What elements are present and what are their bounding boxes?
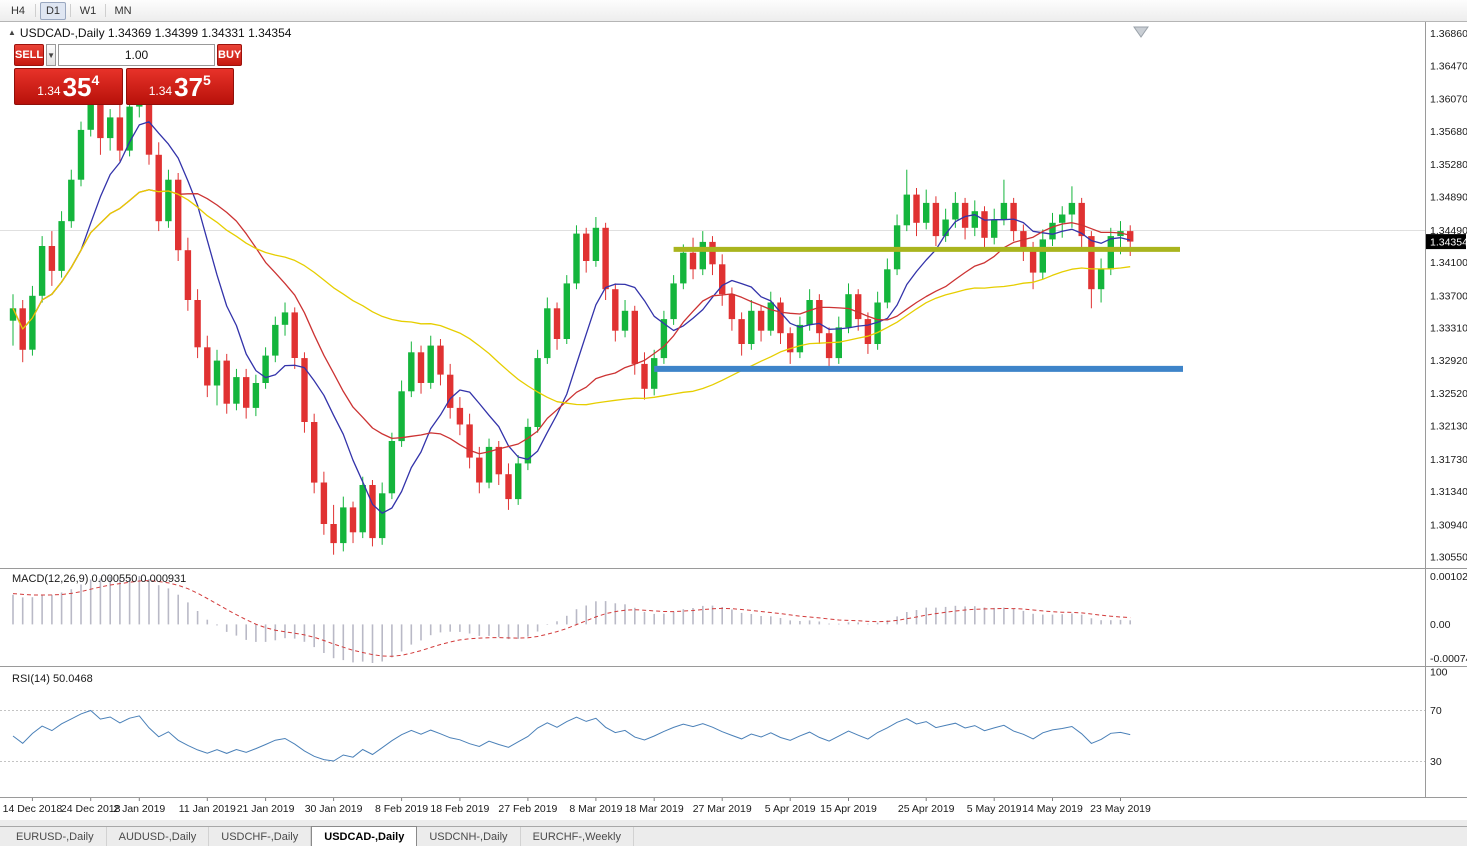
toolbar-separator	[70, 4, 71, 17]
buy-button[interactable]: BUY	[217, 44, 243, 66]
toolbar-separator	[105, 4, 106, 17]
sell-price-big: 35	[62, 71, 92, 102]
svg-text:18 Mar 2019: 18 Mar 2019	[625, 803, 684, 815]
sell-price-pip: 4	[91, 72, 100, 88]
buy-price-pip: 5	[202, 72, 211, 88]
svg-text:100: 100	[1430, 667, 1448, 679]
svg-text:1.31340: 1.31340	[1430, 486, 1467, 498]
chevron-down-icon: ▼	[47, 50, 56, 60]
one-click-trading-panel: SELL ▼ BUY 1.34 35 4 1.34 37 5	[14, 44, 243, 105]
svg-text:1.32520: 1.32520	[1430, 388, 1467, 400]
sell-price-base: 1.34	[37, 84, 61, 98]
svg-text:24 Dec 2018: 24 Dec 2018	[61, 803, 121, 815]
svg-text:23 May 2019: 23 May 2019	[1090, 803, 1151, 815]
buy-price-button[interactable]: 1.34 37 5	[125, 68, 234, 105]
svg-text:MACD(12,26,9) 0.000550 0.00093: MACD(12,26,9) 0.000550 0.000931	[12, 573, 186, 585]
sell-button[interactable]: SELL	[14, 44, 45, 66]
svg-text:1.36470: 1.36470	[1430, 61, 1467, 73]
svg-text:11 Jan 2019: 11 Jan 2019	[179, 803, 236, 815]
svg-text:1.31730: 1.31730	[1430, 454, 1467, 466]
svg-text:1.34354: 1.34354	[1430, 237, 1467, 249]
svg-text:30: 30	[1430, 756, 1442, 768]
svg-text:27 Feb 2019: 27 Feb 2019	[498, 803, 557, 815]
tab-usdchf-daily[interactable]: USDCHF-,Daily	[209, 827, 312, 846]
svg-text:70: 70	[1430, 705, 1442, 717]
svg-text:5 May 2019: 5 May 2019	[967, 803, 1022, 815]
svg-text:RSI(14) 50.0468: RSI(14) 50.0468	[12, 673, 93, 685]
svg-text:5 Apr 2019: 5 Apr 2019	[765, 803, 816, 815]
volume-dropdown-button[interactable]: ▼	[46, 44, 57, 66]
svg-text:14 Dec 2018: 14 Dec 2018	[3, 803, 63, 815]
svg-text:1.34890: 1.34890	[1430, 192, 1467, 204]
svg-text:0.00: 0.00	[1430, 619, 1451, 631]
tab-eurusd-daily[interactable]: EURUSD-,Daily	[4, 827, 107, 846]
tab-audusd-daily[interactable]: AUDUSD-,Daily	[107, 827, 210, 846]
volume-input[interactable]	[58, 44, 216, 66]
svg-text:8 Feb 2019: 8 Feb 2019	[375, 803, 428, 815]
svg-text:25 Apr 2019: 25 Apr 2019	[898, 803, 955, 815]
timeframe-button-w1[interactable]: W1	[79, 4, 97, 17]
tab-usdcnh-daily[interactable]: USDCNH-,Daily	[417, 827, 521, 846]
svg-text:30 Jan 2019: 30 Jan 2019	[305, 803, 363, 815]
svg-text:1.34100: 1.34100	[1430, 257, 1467, 269]
svg-text:1.35680: 1.35680	[1430, 126, 1467, 138]
svg-text:1.34490: 1.34490	[1430, 225, 1467, 237]
buy-price-base: 1.34	[148, 84, 173, 98]
timeframe-toolbar: H4 D1 W1 MN	[0, 0, 1467, 22]
svg-text:1.32920: 1.32920	[1430, 355, 1467, 367]
svg-text:1.30940: 1.30940	[1430, 519, 1467, 531]
svg-text:1.36070: 1.36070	[1430, 94, 1467, 106]
svg-text:1.30550: 1.30550	[1430, 552, 1467, 564]
timeframe-button-d1[interactable]: D1	[40, 1, 66, 20]
svg-text:1.35280: 1.35280	[1430, 159, 1467, 171]
svg-text:8 Mar 2019: 8 Mar 2019	[569, 803, 622, 815]
svg-text:1.36860: 1.36860	[1430, 28, 1467, 40]
svg-text:2 Jan 2019: 2 Jan 2019	[113, 803, 165, 815]
svg-text:1.33700: 1.33700	[1430, 290, 1467, 302]
timeframe-button-mn[interactable]: MN	[114, 4, 132, 17]
svg-text:1.33310: 1.33310	[1430, 323, 1467, 335]
timeframe-button-h4[interactable]: H4	[10, 4, 26, 17]
collapse-panel-arrow-icon[interactable]: ▲	[8, 28, 16, 37]
toolbar-separator	[35, 4, 36, 17]
svg-text:-0.0007477: -0.0007477	[1430, 653, 1467, 665]
tab-eurchf-weekly[interactable]: EURCHF-,Weekly	[521, 827, 634, 846]
buy-price-big: 37	[174, 71, 203, 102]
svg-text:27 Mar 2019: 27 Mar 2019	[693, 803, 752, 815]
chart-title-bar: ▲ USDCAD-,Daily 1.34369 1.34399 1.34331 …	[8, 26, 291, 40]
chart-tab-bar: EURUSD-,Daily AUDUSD-,Daily USDCHF-,Dail…	[0, 826, 1467, 846]
svg-text:1.32130: 1.32130	[1430, 421, 1467, 433]
svg-text:18 Feb 2019: 18 Feb 2019	[430, 803, 489, 815]
sell-price-button[interactable]: 1.34 35 4	[14, 68, 123, 105]
svg-text:21 Jan 2019: 21 Jan 2019	[237, 803, 295, 815]
tab-usdcad-daily[interactable]: USDCAD-,Daily	[311, 826, 418, 846]
svg-text:15 Apr 2019: 15 Apr 2019	[820, 803, 877, 815]
svg-text:14 May 2019: 14 May 2019	[1022, 803, 1083, 815]
svg-text:0.0010229: 0.0010229	[1430, 571, 1467, 583]
chart-title: USDCAD-,Daily 1.34369 1.34399 1.34331 1.…	[19, 26, 292, 40]
